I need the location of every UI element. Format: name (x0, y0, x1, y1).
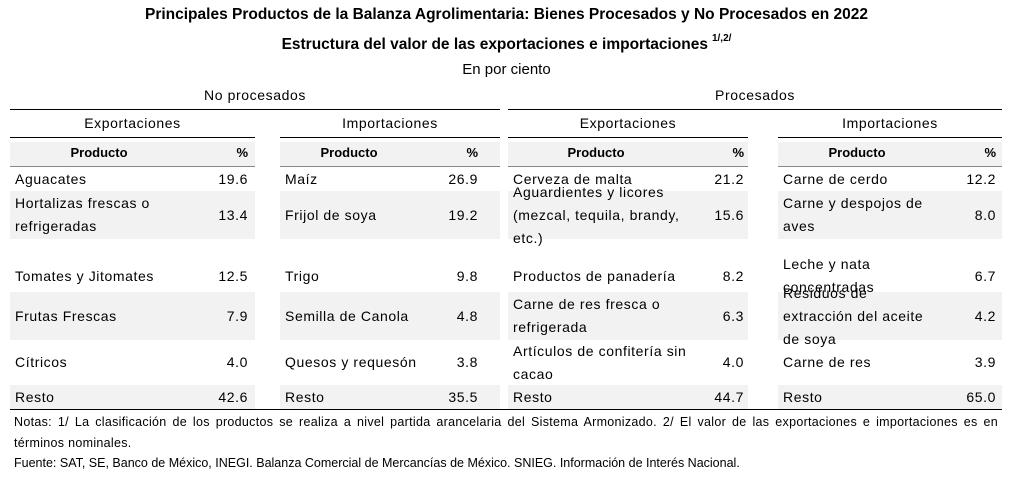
table-cell-product: Aguardientes y licores (mezcal, tequila,… (513, 183, 680, 246)
row-band (508, 385, 748, 409)
row-band (778, 385, 1002, 409)
row-band (508, 191, 748, 239)
table-bottom-rule (10, 409, 1002, 410)
table-cell-pct: 12.5 (218, 267, 248, 284)
header-rule-np_exp (10, 166, 255, 167)
subheader-rule-np_exp (10, 137, 255, 138)
table-cell-product: Hortalizas frescas o refrigeradas (15, 195, 150, 234)
table-cell-pct: 6.3 (722, 307, 744, 324)
row-band (778, 292, 1002, 340)
row-band (10, 191, 255, 239)
header-band-p_imp (778, 142, 1002, 166)
table-cell-product: Semilla de Canola (285, 307, 409, 324)
table-cell-product: Carne y despojos de aves (783, 195, 923, 234)
notes: Notas: 1/ La clasificación de los produc… (14, 415, 998, 450)
table-cell-pct: 4.0 (226, 354, 248, 370)
table-cell-pct: 6.7 (974, 267, 996, 284)
table-cell-product: Resto (783, 388, 823, 405)
table-cell-product: Residuos de extracción del aceite de soy… (783, 284, 924, 347)
header-rule-p_imp (778, 166, 1002, 167)
subheader-p_imp: Importaciones (842, 115, 938, 131)
subheader-rule-p_exp (508, 137, 748, 138)
header-rule-p_exp (508, 166, 748, 167)
table-cell-pct: 15.6 (714, 206, 744, 223)
table-cell-pct: 9.8 (456, 267, 478, 284)
group-procesados: Procesados (715, 87, 795, 103)
table-cell-pct: 4.0 (722, 354, 744, 370)
row-band (10, 385, 255, 409)
subheader-p_exp: Exportaciones (579, 115, 677, 131)
table-cell-product: Artículos de confitería sin cacao (513, 342, 687, 382)
table-cell-pct: 19.2 (448, 206, 478, 223)
row-band (508, 292, 748, 340)
table-cell-pct: 4.8 (456, 307, 478, 324)
table-cell-product: Carne de res (783, 354, 872, 370)
row-band (280, 385, 500, 409)
group-divider-left (10, 109, 500, 110)
table-cell-product: Cerveza de malta (513, 170, 633, 187)
col-header-pct-np_imp: % (466, 145, 478, 160)
table-cell-pct: 13.4 (218, 206, 248, 223)
table-cell-pct: 35.5 (448, 388, 478, 405)
table-cell-pct: 8.0 (974, 206, 996, 223)
col-header-pct-p_exp: % (732, 145, 744, 160)
table-cell-product: Quesos y requesón (285, 354, 417, 370)
row-band (10, 292, 255, 340)
header-band-np_exp (10, 142, 255, 166)
subheader-np_imp: Importaciones (342, 115, 438, 131)
header-band-p_exp (508, 142, 748, 166)
table-cell-pct: 3.8 (456, 354, 478, 370)
table-cell-pct: 26.9 (448, 170, 478, 187)
table-cell-product: Carne de res fresca o refrigerada (513, 296, 661, 335)
header-rule-np_imp (280, 166, 500, 167)
col-header-product-p_exp: Producto (567, 145, 625, 160)
table-cell-product: Resto (15, 388, 55, 405)
subheader-rule-p_imp (778, 137, 1002, 138)
table-cell-product: Trigo (285, 267, 320, 284)
table-cell-product: Aguacates (15, 170, 87, 187)
col-header-pct-p_imp: % (984, 145, 996, 160)
col-header-product-np_exp: Producto (70, 145, 128, 160)
page-title: Principales Productos de la Balanza Agro… (144, 6, 869, 23)
table-cell-product: Cítricos (15, 354, 68, 370)
table-cell-pct: 4.2 (974, 307, 996, 324)
table-cell-pct: 3.9 (974, 354, 996, 370)
page-subtitle: Estructura del valor de las exportacione… (0, 33, 1013, 54)
table-cell-product: Resto (513, 388, 553, 405)
col-header-product-p_imp: Producto (828, 145, 886, 160)
group-no-procesados: No procesados (204, 87, 306, 103)
header-band-np_imp (280, 142, 500, 166)
table-cell-pct: 44.7 (714, 388, 744, 405)
table-cell-product: Productos de panadería (513, 267, 676, 284)
table-cell-pct: 19.6 (218, 170, 248, 187)
row-band (280, 292, 500, 340)
table-cell-pct: 65.0 (966, 388, 996, 405)
subheader-np_exp: Exportaciones (84, 115, 181, 131)
table-cell-product: Maíz (285, 170, 318, 187)
group-divider-right (508, 109, 1002, 110)
col-header-pct-np_exp: % (236, 145, 248, 160)
table-cell-product: Resto (285, 388, 325, 405)
row-band (280, 191, 500, 239)
table-cell-product: Frutas Frescas (15, 307, 117, 324)
subtitle-note: 1/,2/ (711, 33, 732, 44)
table-cell-product: Carne de cerdo (783, 170, 888, 187)
source: Fuente: SAT, SE, Banco de México, INEGI.… (14, 456, 740, 470)
table-cell-product: Frijol de soya (285, 206, 377, 223)
table-cell-pct: 8.2 (722, 267, 744, 284)
table-cell-pct: 12.2 (966, 170, 996, 187)
table-cell-pct: 42.6 (218, 388, 248, 405)
table-cell-pct: 7.9 (226, 307, 248, 324)
subtitle-text: Estructura del valor de las exportacione… (281, 36, 708, 53)
unit-label: En por ciento (462, 61, 551, 78)
row-band (778, 191, 1002, 239)
col-header-product-np_imp: Producto (320, 145, 378, 160)
table-cell-product: Tomates y Jitomates (15, 267, 154, 284)
table-cell-pct: 21.2 (714, 170, 744, 187)
subheader-rule-np_imp (280, 137, 500, 138)
